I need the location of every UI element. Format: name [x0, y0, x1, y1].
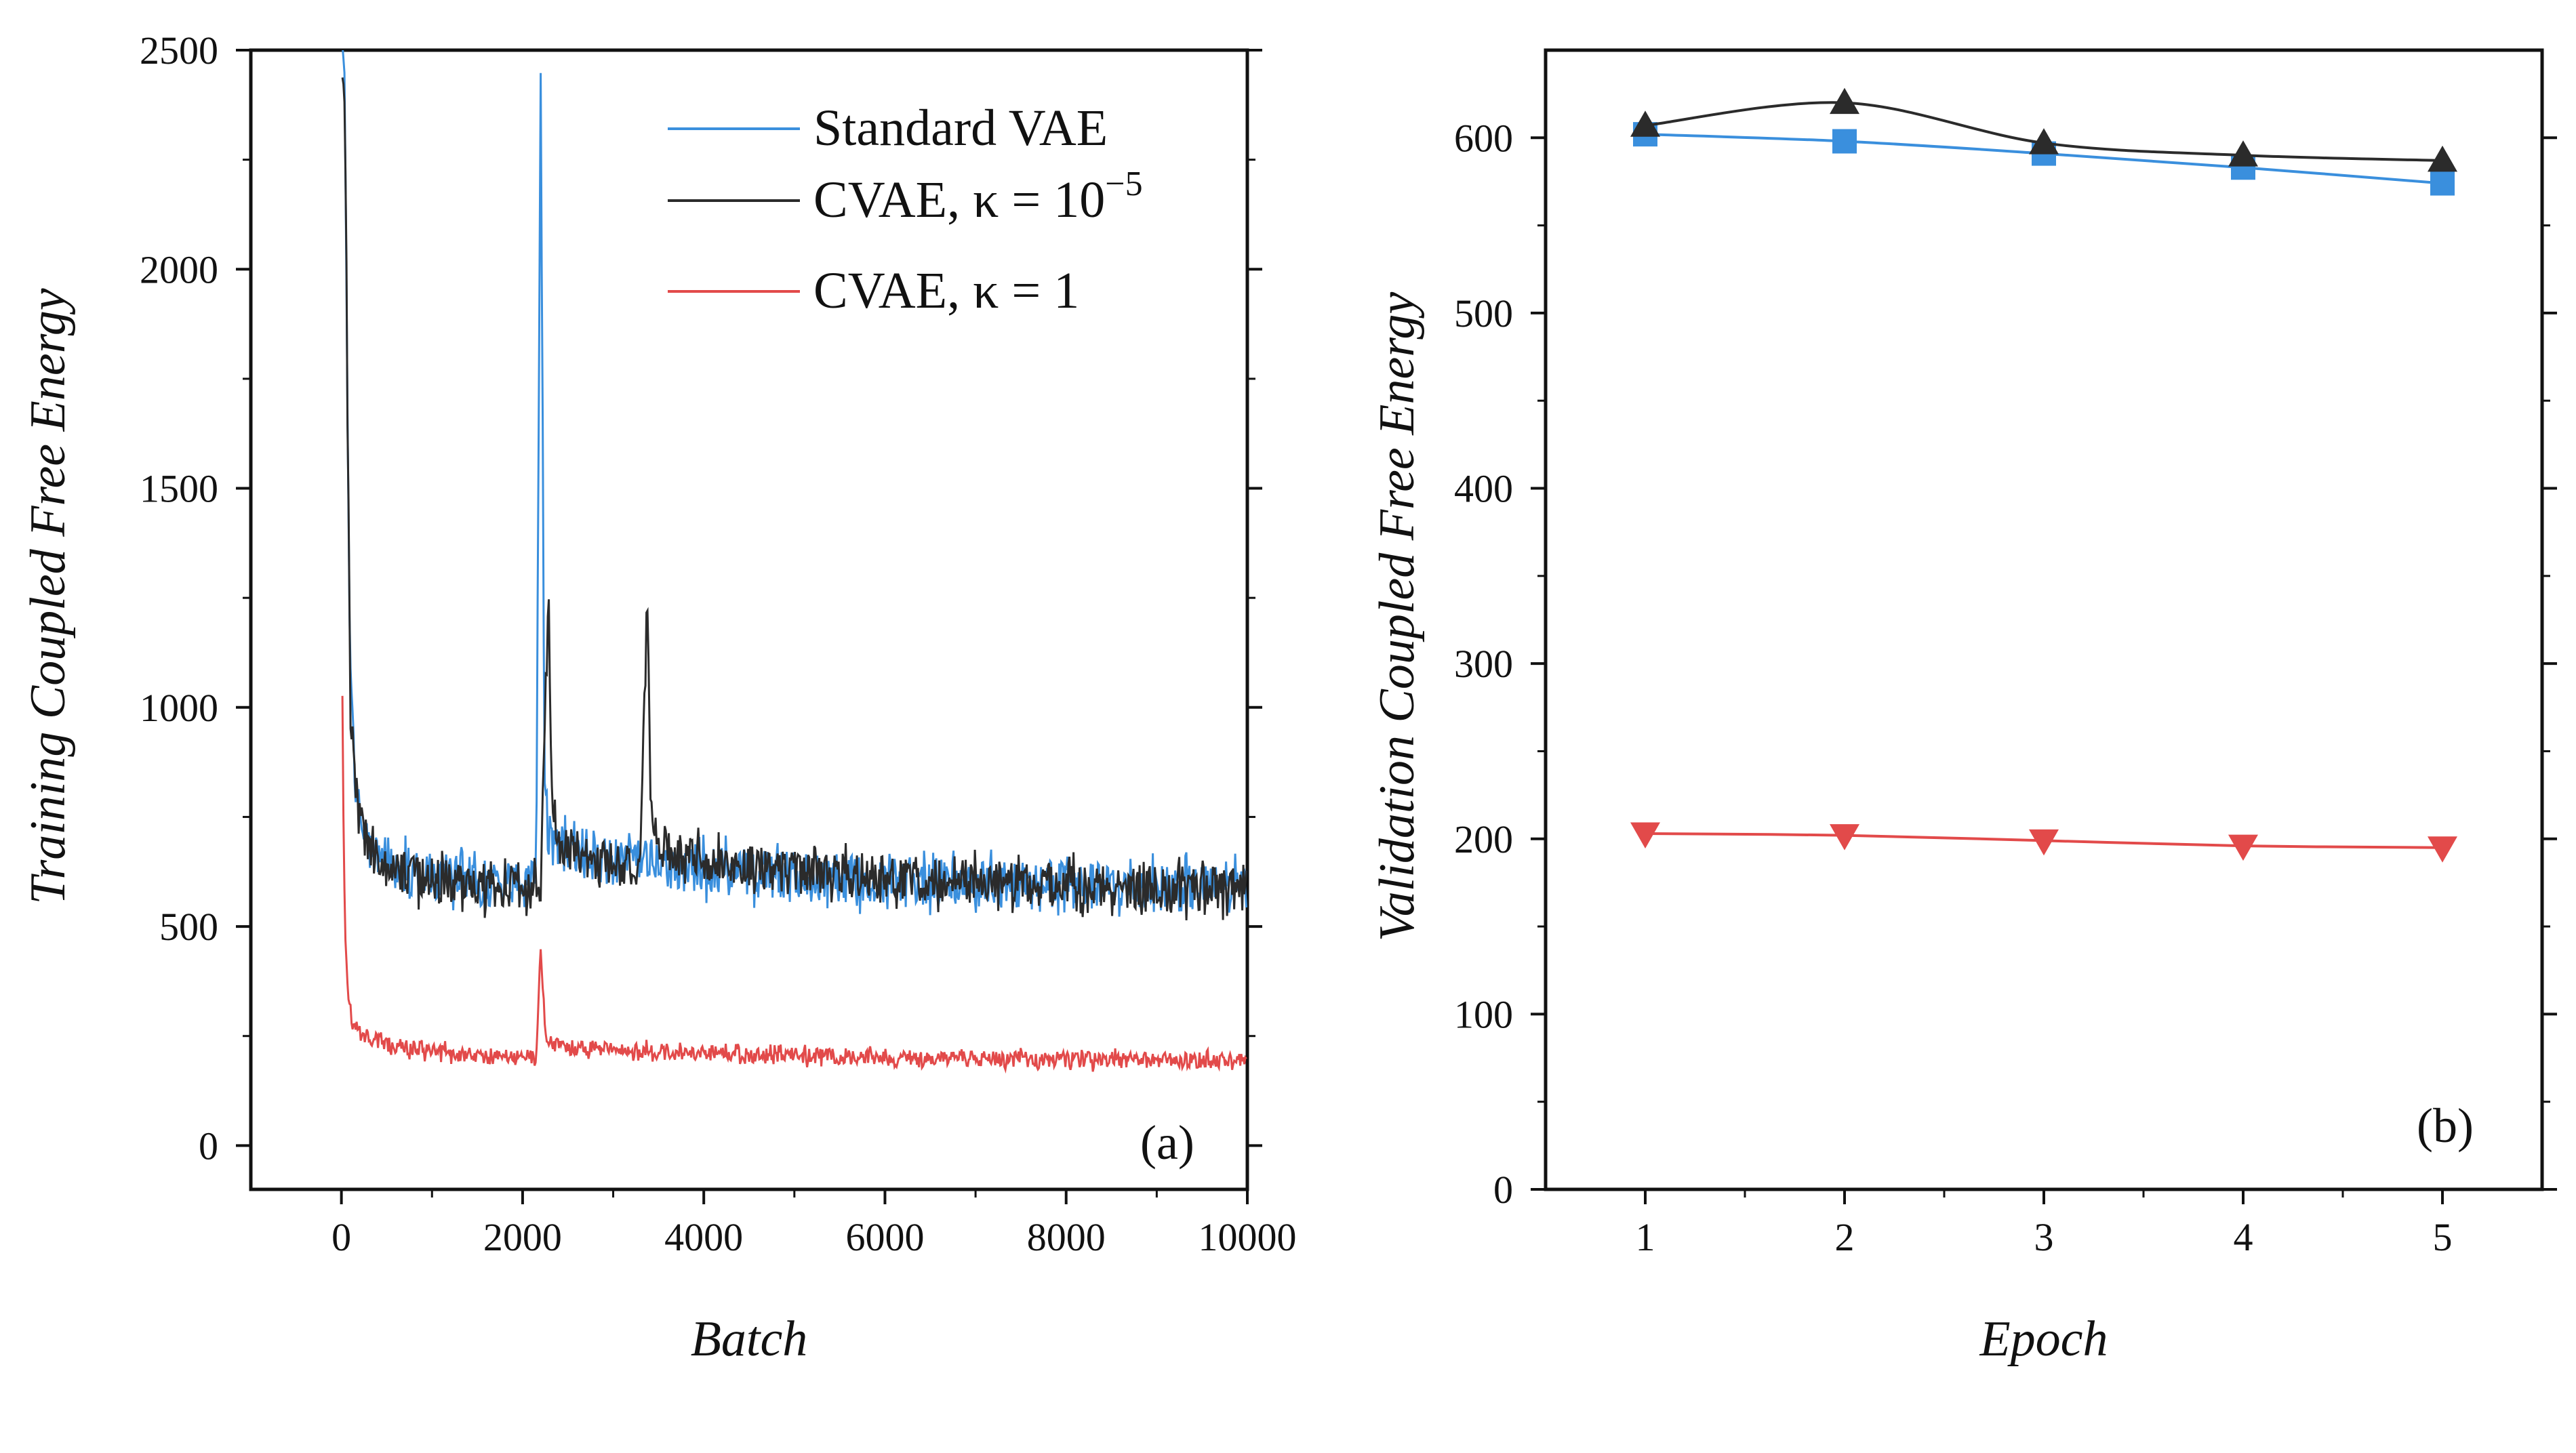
panel-b-ticks-layer: 1 2 3 4 5 0 100 200 300 400 500 600 — [1454, 116, 2557, 1259]
panel-b-y-title: Validation Coupled Free Energy — [1369, 292, 1425, 942]
panel-a-x-tick-label: 2000 — [483, 1215, 562, 1259]
marker-standard-vae — [2430, 171, 2455, 196]
panel-b-x-tick-label: 2 — [1835, 1215, 1855, 1259]
panel-a-x-title: Batch — [691, 1311, 808, 1367]
panel-a-tag: (a) — [1140, 1116, 1194, 1170]
series-line-cvae-kappa-1e-5 — [341, 77, 1247, 921]
marker-cvae-kappa-1 — [2228, 834, 2258, 861]
panel-b-frame — [1544, 48, 2544, 1191]
panel-a-x-tick-label: 10000 — [1199, 1215, 1297, 1259]
panel-a-y-title: Training Coupled Free Energy — [20, 288, 76, 904]
legend-label-cvae-1e-5-base: CVAE, κ = 10 — [813, 171, 1105, 228]
panel-b-x-title: Epoch — [1979, 1311, 2108, 1367]
panel-a-y-tick-label: 1500 — [140, 467, 218, 511]
panel-b-x-tick-label: 1 — [1636, 1215, 1655, 1259]
marker-cvae-kappa-1 — [1630, 822, 1660, 849]
marker-cvae-kappa-1 — [2029, 829, 2059, 856]
panel-b-x-tick-label: 4 — [2234, 1215, 2253, 1259]
marker-cvae-kappa-1e-5 — [1830, 87, 1859, 115]
panel-b-x-tick-label: 3 — [2034, 1215, 2054, 1259]
panel-a-x-tick-label: 4000 — [664, 1215, 743, 1259]
panel-a-ticks-layer: 0 2000 4000 6000 8000 10000 0 500 1000 1500 2000 25… — [140, 28, 1297, 1259]
panel-b-y-tick-label: 200 — [1454, 817, 1513, 861]
marker-standard-vae — [1832, 129, 1857, 154]
marker-cvae-kappa-1e-5 — [2029, 128, 2059, 155]
marker-cvae-kappa-1e-5 — [2428, 145, 2457, 172]
marker-cvae-kappa-1 — [1830, 824, 1859, 851]
panel-b-y-tick-label: 300 — [1454, 642, 1513, 686]
panel-b-x-tick-label: 5 — [2433, 1215, 2453, 1259]
panel-a-training: 0 2000 4000 6000 8000 10000 0 500 1000 1500 2000 25… — [20, 28, 1297, 1367]
marker-cvae-kappa-1e-5 — [1630, 110, 1660, 137]
panel-a-y-tick-label: 2000 — [140, 247, 218, 291]
legend-label-standard-vae: Standard VAE — [813, 100, 1108, 157]
panel-a-y-tick-label: 500 — [159, 905, 218, 949]
panel-b-y-tick-label: 600 — [1454, 116, 1513, 160]
panel-b-series-layer — [1630, 87, 2457, 863]
marker-cvae-kappa-1e-5 — [2228, 140, 2258, 167]
panel-a-y-tick-label: 1000 — [140, 686, 218, 730]
panel-a-x-tick-label: 0 — [331, 1215, 351, 1259]
panel-a-x-tick-label: 8000 — [1027, 1215, 1106, 1259]
panel-a-y-tick-label: 2500 — [140, 28, 218, 73]
panel-a-series-layer — [341, 50, 1247, 1074]
panel-a-x-tick-label: 6000 — [845, 1215, 924, 1259]
legend-label-cvae-1e-5-exponent: −5 — [1105, 165, 1142, 203]
panel-b-y-tick-label: 500 — [1454, 291, 1513, 335]
legend-label-cvae-1: CVAE, κ = 1 — [813, 262, 1079, 319]
series-line-cvae-kappa-1 — [341, 695, 1247, 1074]
marker-cvae-kappa-1 — [2428, 836, 2457, 863]
panel-b-y-tick-label: 400 — [1454, 467, 1513, 511]
panel-b-y-tick-label: 100 — [1454, 992, 1513, 1036]
legend-label-cvae-1e-5: CVAE, κ = 10−5 — [813, 165, 1143, 228]
panel-a-y-tick-label: 0 — [199, 1124, 218, 1168]
panel-b-tag: (b) — [2417, 1099, 2474, 1153]
panel-a-frame — [249, 48, 1249, 1191]
panel-a-legend: Standard VAE CVAE, κ = 10−5 CVAE, κ = 1 — [668, 100, 1143, 319]
panel-b-validation: 1 2 3 4 5 0 100 200 300 400 500 600 (b) Epoch Valid… — [1369, 48, 2557, 1367]
panel-b-y-tick-label: 0 — [1493, 1168, 1513, 1212]
